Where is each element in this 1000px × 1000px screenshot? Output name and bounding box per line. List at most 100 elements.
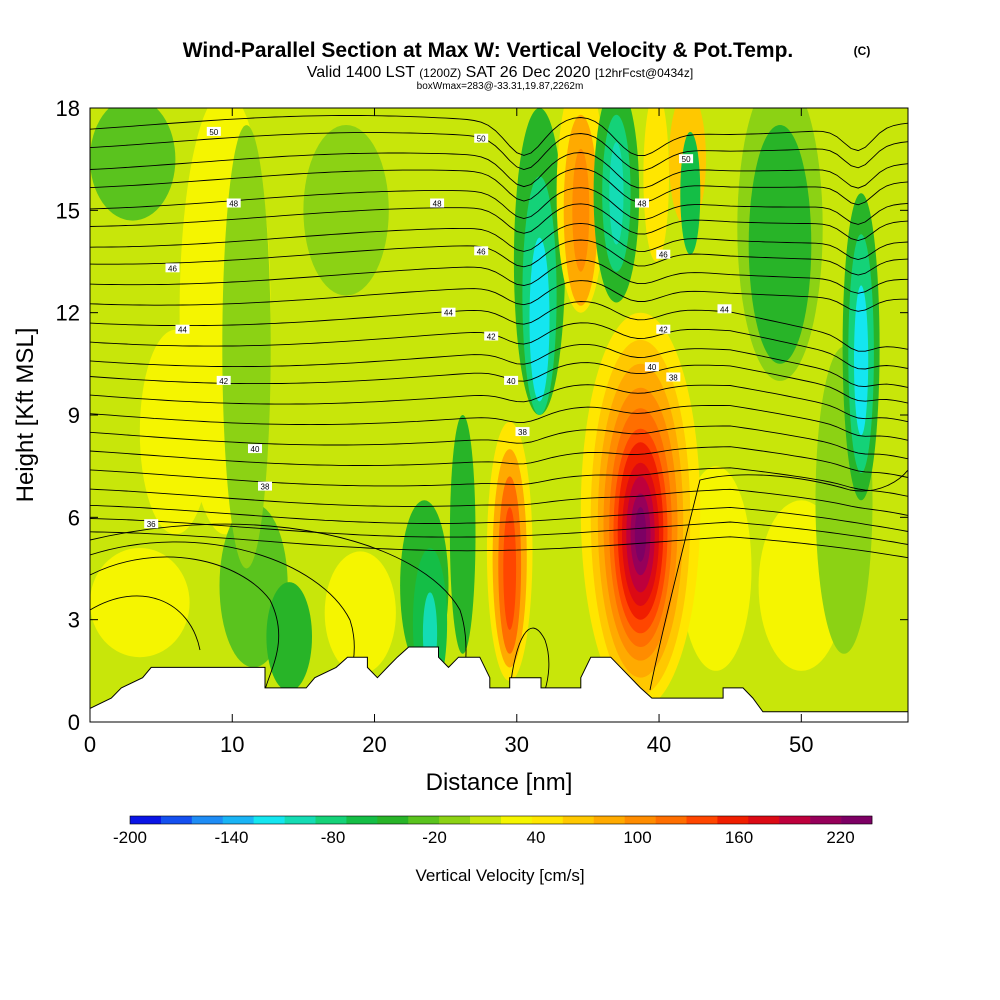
- y-tick-label: 15: [56, 198, 80, 223]
- theta-label: 40: [248, 444, 262, 454]
- colorbar-swatch: [284, 816, 316, 824]
- colorbar-tick-label: 160: [725, 828, 753, 847]
- theta-contour: [90, 132, 908, 171]
- svg-text:40: 40: [251, 445, 260, 454]
- theta-contour: [90, 425, 908, 460]
- theta-contour: [90, 203, 908, 241]
- colorbar-swatch: [624, 816, 656, 824]
- colorbar-swatch: [686, 816, 718, 824]
- theta-label: 46: [165, 263, 180, 273]
- colorbar-swatch: [779, 816, 811, 824]
- y-tick-label: 18: [56, 96, 80, 121]
- x-axis-label: Distance [nm]: [426, 769, 573, 796]
- svg-text:38: 38: [669, 374, 678, 383]
- svg-text:42: 42: [219, 377, 228, 386]
- svg-text:46: 46: [659, 251, 668, 260]
- velocity-band: [324, 551, 396, 675]
- theta-label: 46: [474, 246, 489, 256]
- theta-contour: [90, 322, 908, 370]
- theta-contour: [90, 222, 908, 260]
- velocity-band: [303, 125, 389, 296]
- plot-area: 50 50 50 48 48 48 46 46 46 44 44 44 42 42 42 40 40 40 38 38…: [90, 108, 908, 722]
- svg-text:42: 42: [659, 326, 668, 335]
- theta-label: 48: [226, 198, 241, 209]
- theta-contour: [90, 259, 908, 294]
- y-tick-label: 9: [68, 403, 80, 428]
- theta-label: 44: [717, 304, 732, 314]
- theta-contour: [90, 115, 908, 157]
- chart-title: Wind-Parallel Section at Max W: Vertical…: [183, 39, 794, 62]
- velocity-band: [634, 507, 647, 562]
- colorbar-tick-label: -140: [214, 828, 248, 847]
- x-tick-label: 30: [505, 732, 529, 757]
- theta-label: 50: [679, 154, 694, 164]
- theta-label: 44: [175, 324, 190, 335]
- colorbar-swatch: [130, 816, 162, 824]
- velocity-band: [643, 108, 669, 262]
- colorbar-swatch: [377, 816, 409, 824]
- svg-text:48: 48: [229, 200, 238, 209]
- chart-subtitle: Valid 1400 LST (1200Z) SAT 26 Dec 2020 […: [307, 64, 693, 81]
- valid-date: SAT 26 Dec 2020: [466, 64, 591, 81]
- x-tick-label: 50: [789, 732, 813, 757]
- theta-label: 48: [430, 198, 445, 209]
- velocity-band: [139, 329, 211, 535]
- colorbar-swatch: [748, 816, 780, 824]
- colorbar-swatch: [655, 816, 687, 824]
- x-tick-label: 0: [84, 732, 96, 757]
- colorbar-swatch: [810, 816, 842, 824]
- theta-contour: [90, 187, 908, 225]
- velocity-band: [266, 582, 313, 692]
- y-tick-label: 12: [56, 301, 80, 326]
- forecast-info: [12hrFcst@0434z]: [595, 66, 693, 80]
- colorbar-tick-label: -200: [113, 828, 147, 847]
- colorbar-frame: [129, 815, 873, 825]
- colorbar-swatch: [346, 816, 378, 824]
- svg-text:44: 44: [178, 326, 187, 335]
- velocity-band: [449, 415, 476, 654]
- theta-contour: [90, 343, 908, 388]
- velocity-band: [222, 125, 271, 569]
- theta-contour: [90, 556, 280, 691]
- svg-text:36: 36: [147, 520, 156, 529]
- theta-label: 42: [216, 375, 231, 386]
- svg-text:40: 40: [647, 363, 656, 372]
- theta-label: 38: [258, 481, 272, 492]
- theta-contour: [90, 405, 908, 441]
- theta-contour: [90, 531, 908, 559]
- x-tick-label: 20: [362, 732, 386, 757]
- colorbar-swatch: [315, 816, 347, 824]
- velocity-band: [572, 148, 590, 272]
- velocity-band: [748, 124, 812, 364]
- velocity-band: [503, 507, 517, 630]
- y-tick-label: 0: [68, 710, 80, 735]
- theta-contour: [90, 488, 908, 516]
- theta-contour: [90, 518, 908, 545]
- colorbar-swatch: [501, 816, 533, 824]
- colorbar-swatch: [408, 816, 440, 824]
- theta-contour: [90, 446, 908, 478]
- theta-label: 38: [515, 427, 530, 437]
- colorbar-tick-label: -80: [321, 828, 346, 847]
- theta-contour: [90, 595, 201, 651]
- velocity-band: [529, 237, 550, 402]
- theta-label: 48: [635, 198, 649, 209]
- colorbar-swatch: [470, 816, 502, 824]
- colorbar-swatch: [439, 816, 471, 824]
- theta-contour: [90, 467, 908, 497]
- svg-text:40: 40: [507, 377, 516, 386]
- theta-label: 42: [484, 331, 499, 342]
- box-info: boxWmax=283@-33.31,19.87,2262m: [417, 81, 584, 92]
- theta-contour: [90, 168, 908, 206]
- theta-label: 36: [144, 519, 159, 529]
- svg-text:50: 50: [209, 128, 218, 137]
- valid-prefix: Valid 1400 LST: [307, 64, 415, 81]
- x-tick-label: 40: [647, 732, 671, 757]
- velocity-band: [90, 548, 190, 658]
- velocity-band: [854, 285, 869, 436]
- colorbar-swatch: [531, 816, 564, 824]
- theta-label: 40: [644, 362, 659, 372]
- colorbar-swatch: [717, 816, 749, 824]
- theta-label: 46: [656, 249, 671, 260]
